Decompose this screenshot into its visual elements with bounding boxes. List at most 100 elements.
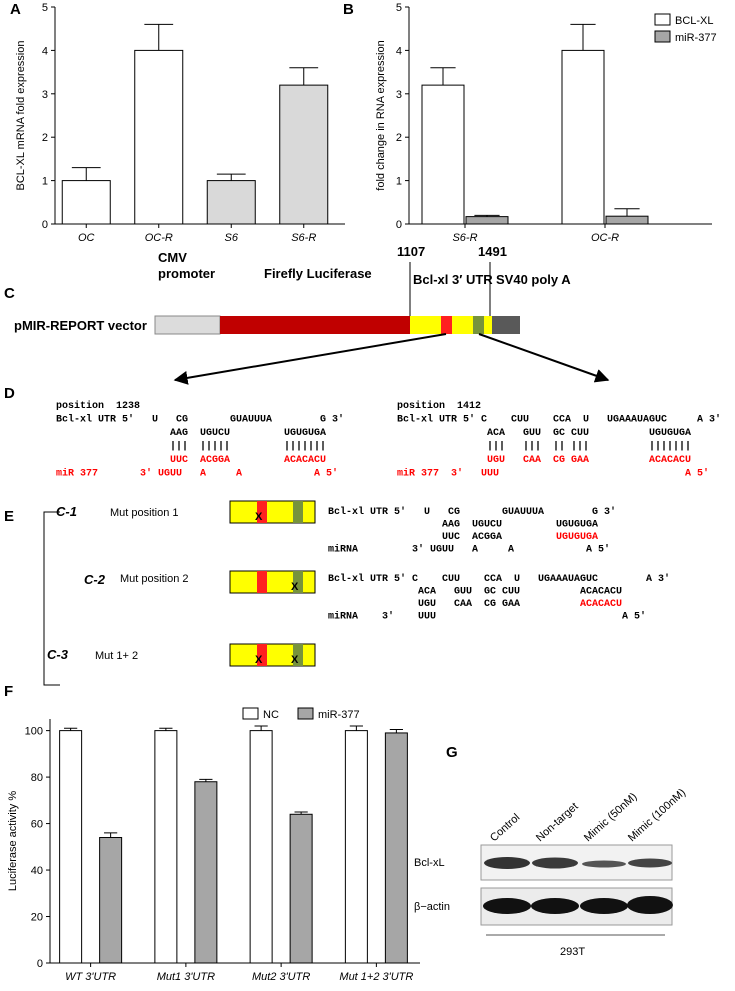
sequence-text: UUC ACGGA ACACACU xyxy=(56,455,326,466)
panel-label: B xyxy=(343,1,354,18)
panel-label: C xyxy=(4,285,15,302)
bar xyxy=(194,781,218,964)
position-label: 1107 xyxy=(397,244,425,259)
sequence-text: Bcl-xl UTR 5' U CG GUAUUUA G 3' xyxy=(56,414,344,426)
legend-label: BCL-XL xyxy=(675,15,714,27)
x-tick-label: Mut2 3'UTR xyxy=(252,971,310,983)
y-tick-label: 0 xyxy=(42,219,48,231)
y-tick-label: 80 xyxy=(31,772,43,784)
sequence-text: Bcl-xl UTR 5' C CUU CCA U UGAAAUAGUC A 3… xyxy=(397,414,721,426)
mutation-mark: X xyxy=(291,581,299,593)
site-1 xyxy=(257,571,267,593)
sequence-text: UGU CAA CG GAA ACACACU xyxy=(397,455,691,466)
y-tick-label: 4 xyxy=(396,45,402,57)
mutation-mark: X xyxy=(255,654,263,666)
panel-label: G xyxy=(446,744,458,761)
y-axis-label: fold change in RNA expression xyxy=(375,40,387,190)
y-tick-label: 60 xyxy=(31,819,43,831)
site-2 xyxy=(293,501,303,523)
sequence-text: Bcl-xl UTR 5' U CG GUAUUUA G 3' xyxy=(328,506,616,518)
sequence-text: Bcl-xl UTR 5' C CUU CCA U UGAAAUAGUC A 3… xyxy=(328,573,670,585)
bar xyxy=(134,49,184,225)
row-label: β−actin xyxy=(414,901,450,913)
site-1 xyxy=(257,501,267,523)
y-tick-label: 1 xyxy=(396,176,402,188)
bar xyxy=(344,730,368,964)
x-tick-label: Mut1 3'UTR xyxy=(157,971,215,983)
error-bar xyxy=(430,67,456,86)
legend-label: NC xyxy=(263,709,279,721)
y-tick-label: 1 xyxy=(42,176,48,188)
panel-label: E xyxy=(4,508,14,525)
bar xyxy=(249,730,273,964)
x-tick-label: S6 xyxy=(225,232,239,244)
vector-label: pMIR-REPORT vector xyxy=(14,318,147,333)
sequence-line: Bcl-xl UTR 5' C CUU CCA U UGAAAUAGUC A 3… xyxy=(397,414,721,426)
bar xyxy=(99,837,123,964)
sequence-line: position 1238 xyxy=(56,400,140,412)
y-tick-label: 5 xyxy=(396,2,402,14)
sequence-text: ACA GUU GC CUU UGUGUGA xyxy=(397,428,691,439)
x-tick-label: OC-R xyxy=(591,232,619,244)
band xyxy=(628,858,672,868)
y-tick-label: 0 xyxy=(37,958,43,970)
sequence-text: ||| ||||| ||||||| xyxy=(56,441,326,453)
sequence-text: miR 377 3' UUU A 5' xyxy=(397,468,709,480)
site-1 xyxy=(441,316,452,334)
bar xyxy=(465,216,509,225)
sequence-text: AAG UGUCU UGUGUGA xyxy=(56,428,326,439)
band xyxy=(483,898,531,914)
position-label: 1491 xyxy=(478,244,507,259)
bar xyxy=(289,813,313,964)
sequence-line: Bcl-xl UTR 5' U CG GUAUUUA G 3' xyxy=(328,506,616,518)
bar xyxy=(421,84,465,225)
band xyxy=(582,860,626,868)
y-tick-label: 3 xyxy=(396,89,402,101)
bar xyxy=(605,215,649,225)
y-tick-label: 100 xyxy=(25,726,43,738)
x-tick-label: S6-R xyxy=(291,232,316,244)
bar xyxy=(154,730,178,964)
y-axis-label: Luciferase activity % xyxy=(7,791,19,891)
sequence-line: UGU CAA CG GAA ACACACU xyxy=(328,599,622,610)
mutation-mark: X xyxy=(291,654,299,666)
panel-c: C CMV promoter Firefly Luciferase 1107 1… xyxy=(4,244,610,385)
sequence-line: ACA GUU GC CUU UGUGUGA xyxy=(397,428,691,439)
sequence-highlight: ACACACU xyxy=(580,599,622,610)
sequence-text: position 1412 xyxy=(397,400,481,412)
x-tick-label: OC xyxy=(78,232,95,244)
legend-swatch xyxy=(242,707,259,720)
y-tick-label: 4 xyxy=(42,45,48,57)
bar xyxy=(59,730,83,964)
cmv-label: promoter xyxy=(158,266,215,281)
sequence-line: ACA GUU GC CUU ACACACU xyxy=(328,587,622,598)
x-tick-label: Mut 1+2 3'UTR xyxy=(339,971,413,983)
sequence-text: position 1238 xyxy=(56,400,140,412)
cmv-block xyxy=(154,315,221,335)
band xyxy=(580,898,628,914)
mutation-mark: X xyxy=(255,511,263,523)
cmv-label: CMV xyxy=(158,250,187,265)
arrow xyxy=(173,333,447,385)
y-tick-label: 2 xyxy=(396,132,402,144)
legend-swatch xyxy=(297,707,314,720)
y-axis-label: BCL-XL mRNA fold expression xyxy=(15,41,27,191)
sequence-text: miRNA 3' UGUU A A A 5' xyxy=(328,544,610,556)
error-bar xyxy=(216,173,246,181)
bar xyxy=(384,732,408,964)
panel-e: E C-1 Mut position 1 C-2 Mut position 2 … xyxy=(4,500,670,686)
sequence-line: miRNA 3' UUU A 5' xyxy=(328,611,646,623)
bar xyxy=(61,180,111,225)
error-bar xyxy=(71,167,101,181)
sequence-line: miRNA 3' UGUU A A A 5' xyxy=(328,544,610,556)
panel-label: D xyxy=(4,385,15,402)
construct-id: C-2 xyxy=(84,572,106,587)
construct-id: C-3 xyxy=(47,647,69,662)
sequence-line: position 1412 xyxy=(397,400,481,412)
sequence-text: miR 377 3' UGUU A A A 5' xyxy=(56,468,338,480)
sequence-text: miRNA 3' UUU A 5' xyxy=(328,611,646,623)
luciferase-block xyxy=(220,316,410,334)
y-tick-label: 3 xyxy=(42,89,48,101)
band xyxy=(531,898,579,914)
polya-block xyxy=(492,316,520,334)
